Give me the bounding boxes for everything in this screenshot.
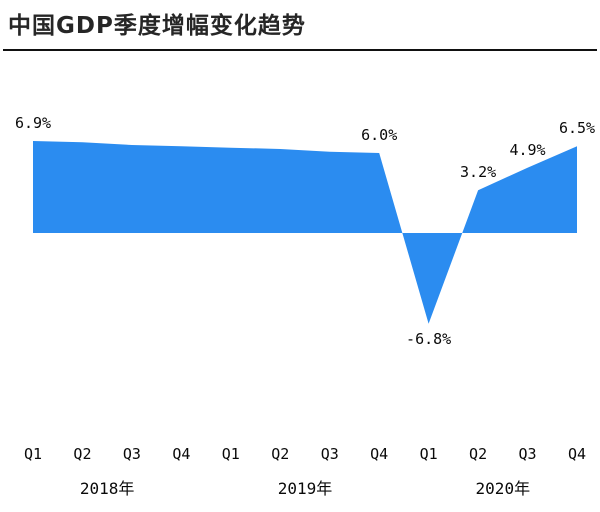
page-title: 中国GDP季度增幅变化趋势	[8, 13, 306, 39]
title-divider	[3, 49, 597, 51]
gdp-area-polygon	[33, 141, 577, 324]
